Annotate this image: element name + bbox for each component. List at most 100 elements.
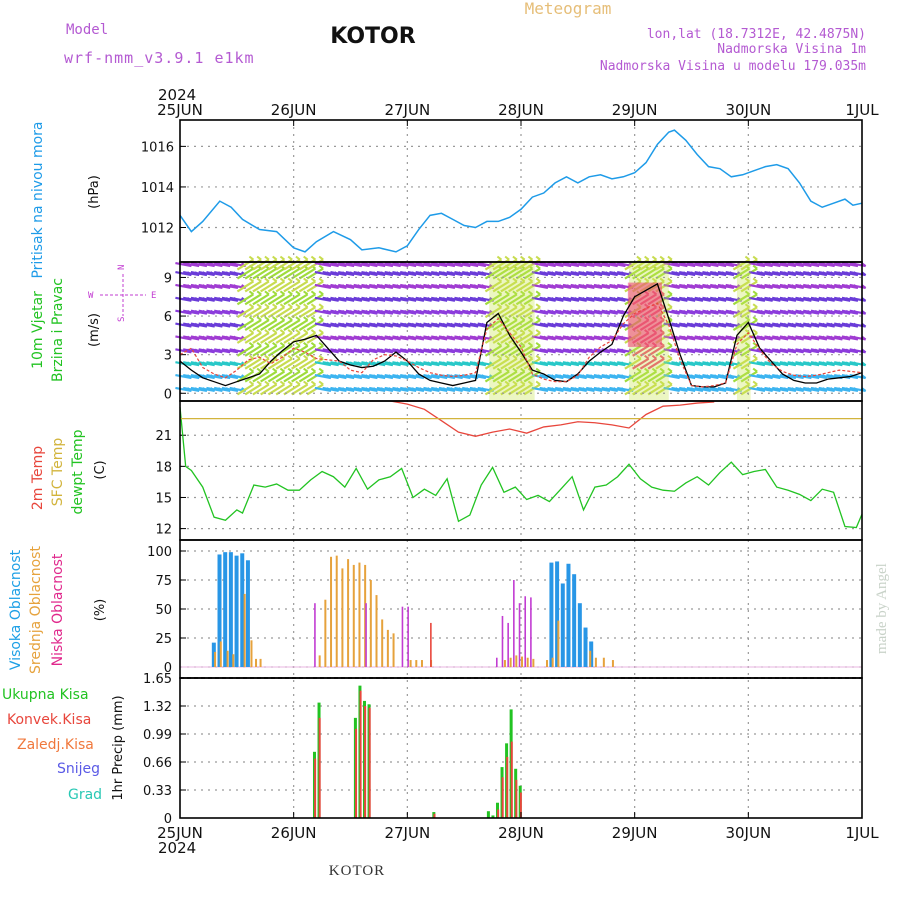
wind-arrow (244, 319, 262, 331)
cloud-bar-mid (415, 660, 418, 667)
wind-arrow (407, 283, 425, 290)
wind-arrow (438, 361, 456, 367)
wind-arrow (430, 271, 448, 277)
wind-arrow (709, 386, 727, 392)
wind-arrow (236, 293, 254, 306)
cloud-bar-mid (375, 595, 378, 667)
wind-arrow (407, 271, 425, 277)
wind-arrow (376, 296, 394, 302)
precip-bar-convective (497, 809, 500, 818)
precip-tick-label: 0 (164, 812, 172, 827)
wind-arrow (609, 283, 626, 290)
wind-arrow (732, 280, 750, 293)
wind-arrow (206, 373, 223, 380)
wind-arrow (345, 335, 363, 341)
wind-arrow-head (659, 380, 665, 386)
wind-arrow (314, 296, 332, 302)
wind-arrow (732, 306, 750, 319)
wind-arrow (337, 373, 355, 380)
wind-arrow (818, 348, 835, 354)
precip-legend-item: Snijeg (57, 761, 100, 777)
wind-arrow (260, 293, 278, 306)
wind-arrow-head (248, 255, 255, 261)
wind-arrow (407, 335, 425, 341)
wind-arrow-head (303, 303, 309, 308)
wind-arrow-head (744, 303, 751, 308)
wind-arrow-head (264, 367, 270, 373)
wind-arrow (399, 322, 417, 328)
wind-arrow (601, 386, 618, 392)
wind-arrow (771, 309, 789, 315)
wind-arrow (833, 309, 851, 315)
wind-arrow (244, 357, 262, 370)
wind-arrow (810, 261, 828, 268)
cloud-tick-label: 75 (155, 574, 172, 589)
wind-arrow (826, 271, 843, 277)
wind-arrow-head (272, 329, 278, 334)
wind-arrow (430, 373, 448, 380)
wind-arrow (392, 283, 409, 290)
wind-arrow (531, 271, 549, 277)
wind-arrow-head (535, 264, 541, 270)
wind-arrow (578, 283, 595, 290)
wind-arrow-head (310, 367, 317, 373)
wind-strong-band (627, 282, 662, 347)
wind-arrow (771, 283, 789, 290)
wind-arrow-head (504, 342, 510, 347)
wind-arrow (849, 283, 866, 290)
wind-arrow (787, 296, 804, 302)
wind-arrow (221, 373, 239, 380)
wind-arrow (756, 386, 773, 392)
wind-arrow-head (318, 367, 324, 373)
wind-arrow (748, 283, 766, 290)
wind-arrow (748, 296, 766, 302)
wind-arrow-head (318, 264, 324, 270)
wind-arrow-head (287, 277, 293, 283)
wind-arrow (213, 271, 231, 277)
cloud-bar-low (524, 596, 527, 667)
wind-arrow (236, 357, 254, 370)
wind-arrow (671, 361, 688, 367)
precip-bar-convective (359, 690, 362, 818)
precip-legend-item: Zaledj.Kisa (17, 737, 94, 753)
wind-arrow-head (504, 380, 510, 386)
wind-arrow (236, 332, 254, 344)
wind-arrow-head (279, 316, 286, 321)
wind-arrow (562, 386, 580, 392)
wind-arrow (306, 319, 324, 331)
wind-arrow (198, 283, 215, 290)
wind-arrow (376, 348, 394, 354)
wind-arrow (756, 271, 773, 277)
wind-arrow (663, 283, 680, 290)
wind-arrow-head (264, 342, 270, 347)
wind-arrow-head (310, 342, 317, 347)
wind-arrow (252, 319, 270, 331)
wind-arrow (539, 283, 556, 290)
cloud-bar-mid (341, 568, 344, 667)
wind-arrow-head (520, 380, 526, 386)
wind-arrow (461, 322, 479, 328)
wind-arrow (298, 344, 316, 357)
wind-arrow-head (310, 303, 317, 308)
wind-arrow (515, 344, 533, 357)
wind-arrow (353, 322, 370, 328)
wind-arrow-head (295, 380, 301, 386)
wind-arrow (314, 261, 332, 268)
pressure-tick-label: 1014 (141, 181, 174, 196)
wind-arrow (578, 322, 595, 328)
temp-tick-label: 21 (155, 429, 172, 444)
wind-arrow-head (287, 316, 293, 321)
wind-arrow (175, 296, 192, 302)
wind-arrow (361, 296, 378, 302)
wind-arrow (686, 309, 704, 315)
wind-arrow-head (659, 255, 665, 261)
wind-arrow (454, 361, 471, 367)
wind-arrow (779, 386, 797, 392)
wind-arrow-head (272, 316, 278, 321)
cloud-bar-mid (409, 660, 412, 667)
wind-arrow (740, 370, 758, 383)
wind-arrow (523, 344, 541, 357)
wind-arrow (252, 357, 270, 370)
wind-arrow (500, 280, 518, 293)
wind-arrow (578, 386, 595, 392)
